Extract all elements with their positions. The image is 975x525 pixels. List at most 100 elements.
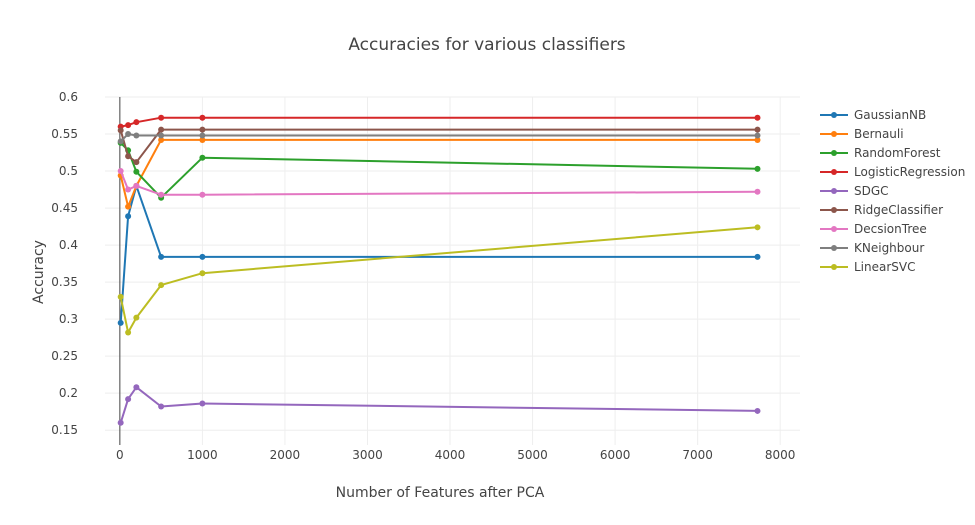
legend-item[interactable]: LogisticRegression	[820, 165, 965, 179]
legend-swatch-marker	[831, 264, 837, 270]
legend-label: LinearSVC	[854, 260, 916, 274]
data-point	[199, 126, 206, 133]
y-tick-label: 0.45	[51, 201, 78, 215]
legend-item[interactable]: Bernauli	[820, 127, 904, 141]
legend-label: DecsionTree	[854, 222, 927, 236]
x-tick-label: 0	[116, 448, 124, 462]
data-point	[158, 403, 165, 410]
data-point	[754, 407, 761, 414]
series-group	[117, 168, 761, 198]
series-group	[117, 131, 761, 145]
y-tick-label: 0.25	[51, 349, 78, 363]
y-tick-label: 0.55	[51, 127, 78, 141]
legend-label: RandomForest	[854, 146, 941, 160]
legend-item[interactable]: DecsionTree	[820, 222, 927, 236]
data-point	[133, 314, 140, 321]
legend-swatch-marker	[831, 207, 837, 213]
series-line	[120, 116, 758, 128]
y-tick-label: 0.2	[59, 386, 78, 400]
series-group	[117, 126, 761, 166]
x-tick-label: 5000	[517, 448, 548, 462]
legend-label: LogisticRegression	[854, 165, 965, 179]
data-point	[133, 182, 140, 189]
data-point	[117, 419, 124, 426]
data-point	[199, 154, 206, 161]
y-tick-label: 0.5	[59, 164, 78, 178]
x-tick-label: 4000	[435, 448, 466, 462]
legend-item[interactable]: GaussianNB	[820, 108, 926, 122]
x-tick-label: 7000	[682, 448, 713, 462]
data-point	[199, 191, 206, 198]
data-point	[125, 131, 132, 138]
data-point	[117, 293, 124, 300]
data-point	[158, 253, 165, 260]
legend-item[interactable]: KNeighbour	[820, 241, 924, 255]
data-point	[117, 138, 124, 145]
legend-label: KNeighbour	[854, 241, 924, 255]
y-tick-label: 0.35	[51, 275, 78, 289]
data-point	[125, 186, 132, 193]
grid-lines	[105, 96, 800, 445]
legend-item[interactable]: RidgeClassifier	[820, 203, 943, 217]
data-point	[158, 282, 165, 289]
x-axis-title: Number of Features after PCA	[336, 485, 545, 501]
y-axis-title: Accuracy	[31, 240, 47, 304]
legend-item[interactable]: LinearSVC	[820, 260, 916, 274]
data-point	[754, 136, 761, 143]
data-point	[117, 319, 124, 326]
x-tick-label: 1000	[187, 448, 218, 462]
data-point	[158, 114, 165, 121]
data-point	[199, 114, 206, 121]
data-point	[158, 126, 165, 133]
legend: GaussianNB Bernauli RandomForest LogisticRe…	[820, 108, 965, 274]
legend-label: GaussianNB	[854, 108, 926, 122]
data-point	[117, 127, 124, 134]
series-lines	[117, 114, 761, 426]
x-tick-label: 6000	[600, 448, 631, 462]
data-point	[125, 203, 132, 210]
data-point	[125, 213, 132, 220]
data-point	[754, 224, 761, 231]
data-point	[158, 132, 165, 139]
series-line	[119, 138, 758, 208]
y-tick-label: 0.4	[59, 238, 78, 252]
series-line	[119, 184, 758, 323]
data-point	[199, 270, 206, 277]
x-tick-label: 8000	[765, 448, 796, 462]
legend-label: RidgeClassifier	[854, 203, 943, 217]
legend-label: SDGC	[854, 184, 889, 198]
series-group	[117, 136, 761, 210]
legend-swatch-marker	[831, 150, 837, 156]
x-tick-label: 2000	[270, 448, 301, 462]
data-point	[754, 188, 761, 195]
data-point	[754, 114, 761, 121]
y-tick-label: 0.15	[51, 423, 78, 437]
series-line	[119, 142, 758, 199]
data-point	[125, 122, 132, 129]
chart-title: Accuracies for various classifiers	[348, 35, 625, 55]
legend-label: Bernauli	[854, 127, 904, 141]
data-point	[133, 159, 140, 166]
legend-swatch-marker	[831, 245, 837, 251]
data-point	[133, 132, 140, 139]
legend-swatch-marker	[831, 112, 837, 118]
data-point	[754, 126, 761, 133]
series-line	[119, 170, 758, 196]
series-line	[119, 128, 758, 164]
series-group	[117, 384, 761, 426]
tick-labels: 0 1000 2000 3000 4000 5000 6000 7000 8000 0.15 0.2…	[51, 90, 795, 462]
series-group	[117, 224, 761, 336]
data-point	[199, 253, 206, 260]
data-point	[133, 119, 140, 126]
legend-swatch-marker	[831, 131, 837, 137]
legend-swatch-marker	[831, 226, 837, 232]
series-line	[119, 386, 758, 424]
data-point	[125, 396, 132, 403]
legend-item[interactable]: RandomForest	[820, 146, 941, 160]
legend-item[interactable]: SDGC	[820, 184, 889, 198]
data-point	[199, 136, 206, 143]
data-point	[199, 132, 206, 139]
data-point	[133, 384, 140, 391]
data-point	[158, 191, 165, 198]
